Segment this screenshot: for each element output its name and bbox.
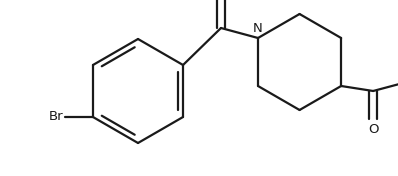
Text: N: N	[253, 22, 263, 35]
Text: Br: Br	[48, 111, 63, 124]
Text: O: O	[368, 123, 378, 136]
